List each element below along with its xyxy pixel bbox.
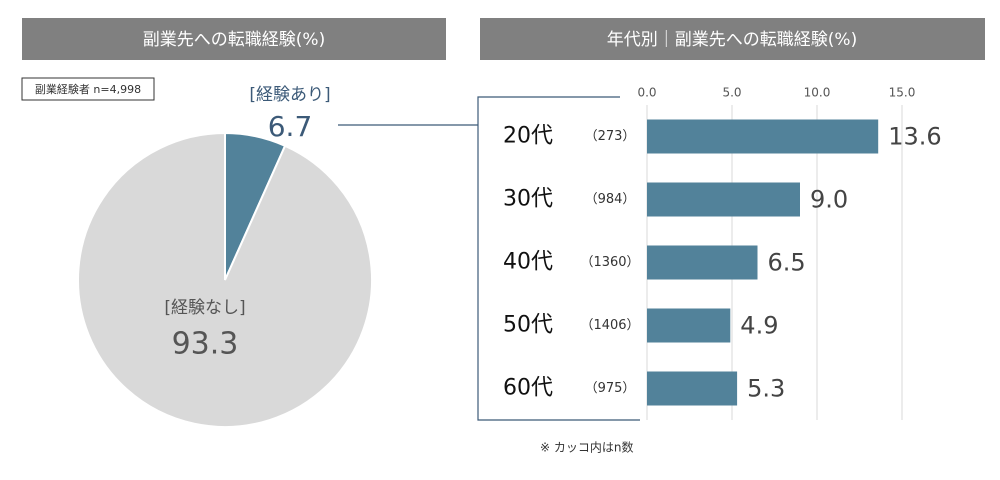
x-tick-label: 15.0 [889, 86, 916, 100]
x-tick-label: 5.0 [722, 86, 741, 100]
slice-label: [経験なし] [164, 298, 245, 318]
pie-title-bar [22, 18, 446, 60]
value-label: 13.6 [888, 123, 941, 151]
bar [647, 182, 800, 217]
category-label: 60代 [503, 376, 553, 401]
x-tick-label: 0.0 [637, 86, 656, 100]
note-box [21, 77, 155, 101]
slice-label: [経験あり] [249, 85, 330, 105]
footnote: ※ カッコ内はn数 [540, 440, 633, 455]
bar [647, 371, 738, 406]
pie-slice [77, 131, 373, 428]
subgroup-label: （975） [585, 381, 636, 396]
category-label: 50代 [503, 313, 553, 338]
value-label: 9.0 [810, 186, 848, 214]
slice-value: 93.3 [172, 327, 239, 362]
value-label: 6.5 [768, 249, 806, 277]
category-label: 40代 [503, 250, 553, 275]
pie-title: 副業先への転職経験(%) [143, 30, 325, 50]
leader-bracket [338, 96, 640, 421]
subgroup-label: （1406） [580, 318, 639, 333]
value-label: 5.3 [747, 375, 785, 403]
bar [647, 245, 758, 280]
subgroup-label: （273） [585, 129, 636, 144]
pie-note: 副業経験者 n=4,998 [35, 82, 141, 96]
category-label: 20代 [503, 124, 553, 149]
slice-value: 6.7 [268, 110, 313, 143]
x-tick-label: 10.0 [804, 86, 831, 100]
bar-title-bar [480, 18, 985, 60]
category-label: 30代 [503, 187, 553, 212]
bar [647, 308, 731, 343]
subgroup-label: （1360） [580, 255, 639, 270]
subgroup-label: （984） [585, 192, 636, 207]
bar-title: 年代別｜副業先への転職経験(%) [607, 30, 857, 50]
bar [647, 119, 879, 154]
value-label: 4.9 [740, 312, 778, 340]
